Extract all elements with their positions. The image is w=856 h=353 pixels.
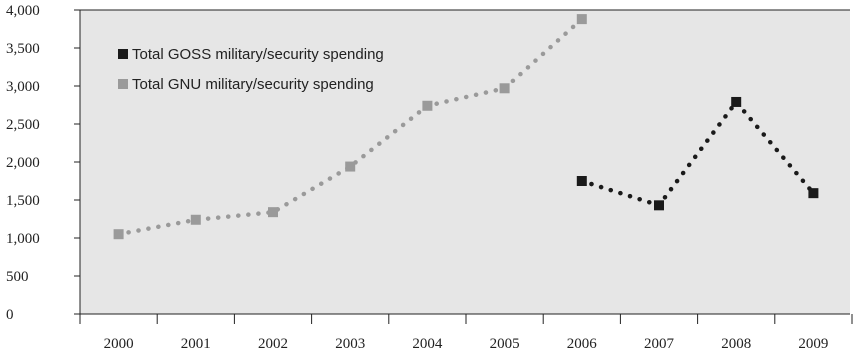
chart-legend: Total GOSS military/security spending Tot… [118, 46, 384, 93]
y-tick-label: 1,500 [6, 193, 40, 209]
x-tick-label: 2009 [798, 336, 828, 352]
y-tick-label: 3,000 [6, 79, 40, 95]
data-point-marker [808, 188, 819, 199]
chart-axes: 0 500 1,000 1,500 2,000 2,500 3,000 3,500 4,000 2… [6, 3, 853, 352]
data-point-marker [576, 14, 587, 25]
y-tick-label: 4,000 [6, 3, 40, 19]
y-tick-label: 2,000 [6, 155, 40, 171]
y-tick-label: 3,500 [6, 41, 40, 57]
chart-marks [113, 14, 819, 240]
x-tick-label: 2001 [181, 336, 211, 352]
y-tick-label: 0 [6, 307, 14, 323]
legend-label: Total GOSS military/security spending [132, 46, 384, 63]
y-tick-label: 2,500 [6, 117, 40, 133]
data-point-marker [576, 176, 587, 186]
data-point-marker [422, 100, 433, 111]
y-tick-label: 500 [6, 269, 29, 285]
legend-label: Total GNU military/security spending [132, 76, 374, 93]
y-tick-label: 1,000 [6, 231, 40, 247]
x-tick-label: 2004 [412, 336, 443, 352]
data-point-marker [499, 83, 510, 94]
x-tick-label: 2008 [721, 336, 751, 352]
x-tick-label: 2000 [104, 336, 134, 352]
data-point-marker [345, 161, 356, 172]
data-point-marker [731, 96, 742, 107]
x-tick-label: 2002 [258, 336, 288, 352]
series-line [579, 98, 816, 208]
x-tick-label: 2006 [567, 336, 598, 352]
x-tick-label: 2007 [644, 336, 675, 352]
plot-area [80, 10, 850, 314]
x-tick-label: 2005 [490, 336, 520, 352]
data-point-marker [268, 207, 278, 218]
data-point-marker [654, 200, 664, 211]
x-tick-label: 2003 [335, 336, 365, 352]
data-point-marker [190, 214, 201, 225]
legend-marker [118, 79, 128, 89]
data-point-marker [113, 229, 124, 240]
legend-marker [118, 49, 128, 59]
